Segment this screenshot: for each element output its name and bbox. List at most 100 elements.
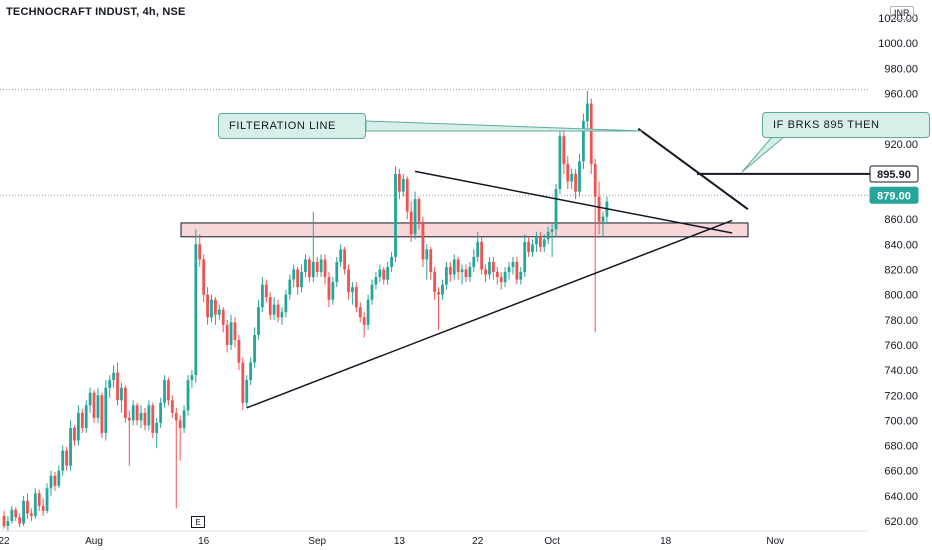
candle	[88, 387, 92, 413]
candle	[390, 251, 393, 273]
candle-body	[374, 277, 378, 285]
candle-body	[511, 261, 515, 267]
earnings-marker-icon[interactable]: E	[191, 516, 205, 528]
candle	[405, 176, 409, 220]
candle	[464, 264, 468, 283]
candle-body	[194, 244, 198, 376]
candle	[574, 168, 577, 200]
currency-badge[interactable]: INR	[890, 6, 914, 20]
candle-body	[143, 412, 147, 426]
candle-body	[37, 493, 41, 506]
candle-body	[6, 521, 10, 527]
candle	[538, 231, 542, 252]
candle-body	[41, 505, 45, 511]
candle	[14, 507, 18, 521]
y-tick-label: 740.00	[884, 365, 918, 377]
candle	[116, 362, 119, 406]
candle	[488, 256, 491, 280]
candle-body	[65, 450, 69, 466]
candle	[284, 289, 288, 318]
candle-body	[535, 236, 538, 245]
candle	[178, 415, 182, 461]
x-tick-label: Oct	[544, 536, 560, 547]
candle	[378, 264, 382, 283]
candle	[495, 266, 499, 285]
candle-body	[589, 103, 593, 164]
candle	[198, 234, 202, 267]
candle	[523, 234, 527, 278]
y-tick-label: 620.00	[884, 516, 918, 528]
candle-body	[311, 261, 315, 278]
x-tick-label: 13	[394, 536, 406, 547]
candle	[472, 249, 476, 273]
candle-body	[33, 493, 37, 516]
candle-body	[343, 249, 347, 270]
candle	[347, 264, 350, 300]
candle	[37, 489, 41, 511]
candle	[304, 254, 307, 278]
candle-body	[45, 488, 49, 511]
candle-body	[221, 309, 225, 325]
candle-body	[131, 405, 135, 421]
candle	[264, 279, 268, 303]
candle	[300, 264, 303, 293]
candle-body	[73, 427, 76, 441]
candle-body	[405, 178, 409, 212]
candle-body	[202, 259, 206, 295]
candle	[276, 299, 280, 323]
candle	[417, 196, 421, 230]
candle-body	[292, 269, 296, 280]
candle	[386, 261, 390, 285]
callout-leaders	[365, 120, 786, 173]
candle-body	[409, 211, 413, 235]
candle	[589, 98, 593, 174]
price-label-box	[869, 186, 919, 204]
candle-body	[433, 272, 437, 293]
candle	[18, 513, 22, 528]
x-tick-label: 22	[472, 536, 484, 547]
x-tick-label: Sep	[308, 536, 326, 547]
time-axis[interactable]: 22 Aug 16 Sep 13 22 Oct 18 Nov	[0, 530, 868, 547]
candle-body	[210, 299, 213, 318]
candle	[233, 317, 237, 348]
candle-body	[84, 405, 88, 428]
candle-body	[284, 294, 288, 313]
candle-body	[456, 259, 460, 273]
candle-body	[401, 178, 405, 192]
candle-body	[214, 299, 217, 315]
candle-body	[425, 249, 429, 260]
x-tick-label: 18	[660, 536, 672, 547]
candle-body	[390, 256, 393, 267]
candle	[127, 410, 131, 466]
candle	[499, 272, 503, 290]
candle	[257, 299, 260, 340]
candle-body	[366, 299, 370, 325]
candle	[460, 264, 464, 285]
candle-body	[527, 241, 531, 252]
candle	[163, 375, 166, 408]
y-tick-label: 640.00	[884, 491, 918, 503]
candle-body	[178, 420, 182, 428]
candle	[307, 256, 311, 283]
x-tick-label: 16	[198, 536, 210, 547]
candle-body	[159, 402, 162, 423]
candle	[280, 307, 284, 325]
candle-body	[460, 269, 464, 273]
candle-body	[61, 450, 65, 471]
candle	[542, 234, 546, 252]
price-axis[interactable]: 620.00 640.00 660.00 680.00 700.00 720.00 740.…	[878, 13, 918, 528]
candle	[401, 173, 405, 197]
candle	[272, 297, 276, 320]
candle	[358, 302, 362, 323]
candle-body	[531, 244, 534, 252]
candle	[26, 493, 29, 519]
candle	[374, 272, 378, 290]
candles	[2, 90, 609, 532]
candle	[515, 256, 519, 285]
candle-body	[495, 272, 499, 278]
y-tick-label: 960.00	[884, 88, 918, 100]
candle	[84, 400, 88, 433]
trendline-1	[414, 170, 733, 234]
candle-body	[96, 395, 100, 418]
